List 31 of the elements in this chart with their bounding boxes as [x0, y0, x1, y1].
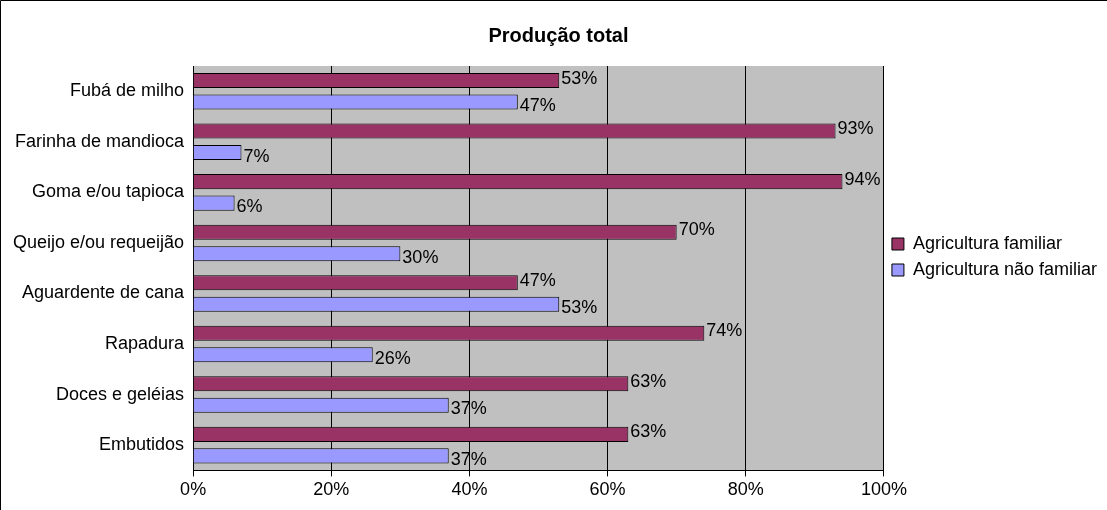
data-label: 63% — [630, 370, 667, 391]
y-tick-label: Rapadura — [105, 332, 186, 353]
x-tick-label: 80% — [727, 479, 764, 500]
data-label: 47% — [519, 269, 556, 290]
data-label: 70% — [678, 219, 715, 240]
x-tick-label: 100% — [860, 479, 907, 500]
y-tick-label: Aguardente de cana — [21, 282, 186, 303]
y-tick-label: Goma e/ou tapioca — [32, 181, 186, 202]
y-tick-label: Fubá de milho — [70, 80, 185, 101]
data-label: 94% — [844, 168, 881, 189]
data-label: 93% — [837, 118, 874, 139]
x-tick-label: 60% — [589, 479, 626, 500]
data-label: 26% — [374, 347, 411, 368]
x-tick-label: 20% — [313, 479, 350, 500]
data-label: 6% — [236, 196, 263, 217]
legend-label: Agricultura não familiar — [912, 258, 1098, 279]
data-label: 74% — [706, 320, 743, 341]
data-label: 63% — [630, 421, 667, 442]
data-label: 30% — [402, 246, 439, 267]
y-tick-label: Doces e geléias — [56, 383, 185, 404]
y-tick-label: Farinha de mandioca — [15, 130, 186, 151]
y-tick-label: Queijo e/ou requeijão — [13, 231, 185, 252]
x-tick-label: 40% — [451, 479, 488, 500]
data-label: 53% — [561, 297, 598, 318]
legend-label: Agricultura familiar — [912, 232, 1062, 253]
y-tick-label: Embutidos — [99, 434, 185, 455]
data-label: 7% — [243, 145, 270, 166]
data-label: 47% — [519, 94, 556, 115]
x-tick-label: 0% — [180, 479, 207, 500]
data-label: 53% — [561, 67, 598, 88]
chart-title: Produção total — [488, 23, 629, 46]
